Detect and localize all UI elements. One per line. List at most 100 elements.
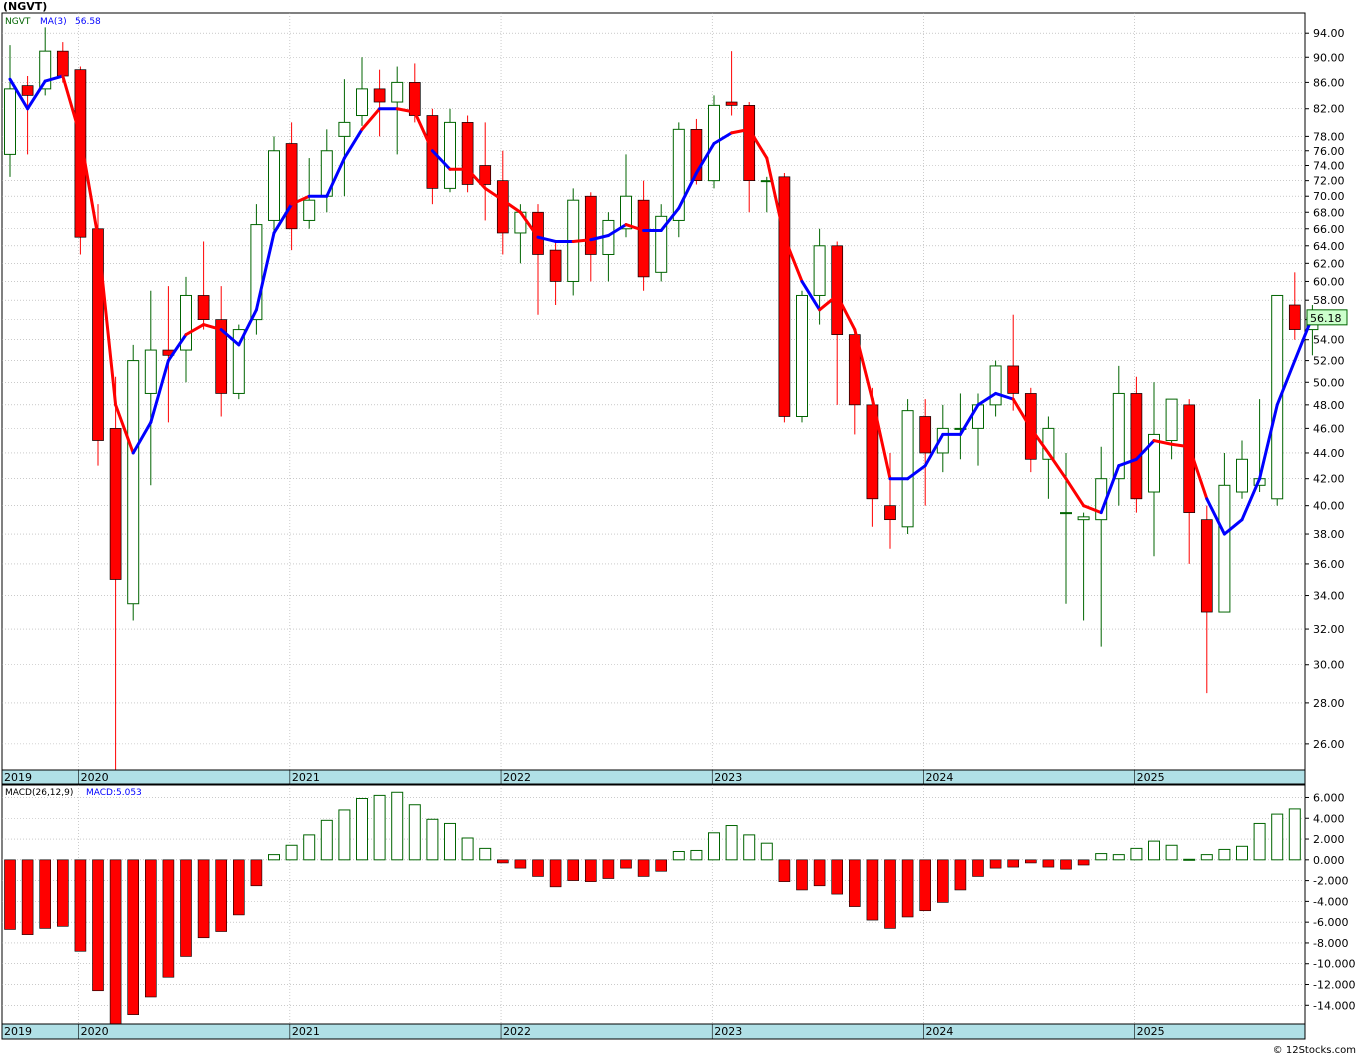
macd-bar	[690, 849, 703, 861]
ma-segment	[325, 156, 346, 198]
macd-bar	[74, 859, 87, 952]
ma-segment	[782, 235, 804, 283]
ma-segment	[870, 397, 892, 481]
chart-title: (NGVT)	[3, 0, 48, 13]
price-tick-label: 26.00	[1313, 738, 1345, 751]
macd-tick-label: 2.000	[1313, 833, 1345, 846]
macd-bar	[1025, 859, 1037, 864]
price-tick-label: 70.00	[1313, 190, 1345, 203]
candle	[444, 108, 456, 193]
price-tick-label: 48.00	[1313, 399, 1345, 412]
candle	[496, 150, 509, 255]
price-tick-label: 74.00	[1313, 159, 1345, 172]
candle-body	[989, 365, 1002, 406]
ma-segment	[1011, 397, 1033, 430]
candle-body	[725, 101, 738, 106]
ma-segment	[906, 464, 927, 481]
macd-bar	[778, 859, 791, 882]
candle	[532, 204, 544, 315]
candle-body	[1060, 512, 1072, 515]
candle	[74, 66, 87, 255]
candle-body	[127, 360, 140, 605]
legend-ma-label: MA(3)	[40, 17, 67, 27]
ma-segment	[765, 156, 786, 239]
price-tick-label: 40.00	[1313, 500, 1345, 513]
macd-date-label: 2019	[4, 1025, 32, 1038]
ma-segment	[835, 293, 857, 332]
candle-body	[144, 349, 157, 394]
candle	[461, 115, 474, 193]
candle	[989, 360, 1002, 417]
candle-body	[1288, 304, 1301, 330]
ma-segment	[1240, 477, 1262, 522]
candle-body	[1218, 484, 1231, 613]
candle-body	[1077, 516, 1090, 521]
macd-bar	[320, 819, 333, 861]
ma-segment	[1117, 457, 1138, 468]
macd-bar	[813, 859, 826, 887]
macd-bar	[532, 859, 544, 877]
ma-segment	[342, 127, 364, 160]
candle	[1236, 440, 1248, 499]
candle-body	[1007, 365, 1020, 394]
macd-bar	[408, 804, 421, 861]
candle-body	[831, 245, 844, 335]
ma-segment	[818, 293, 839, 312]
macd-bar	[549, 859, 562, 888]
candle-body	[391, 81, 404, 103]
macd-bar	[145, 859, 157, 998]
macd-bar	[215, 859, 227, 932]
price-panel-frame	[1, 12, 1306, 771]
candle	[637, 180, 650, 291]
price-tick-label: 38.00	[1313, 528, 1345, 541]
candle-body	[197, 295, 210, 320]
candle-body	[884, 505, 896, 521]
macd-bar	[338, 809, 351, 861]
last-price-box	[1306, 309, 1348, 326]
macd-bar	[1218, 848, 1231, 861]
macd-bar	[1165, 844, 1178, 861]
macd-tick-label: 6.000	[1313, 791, 1345, 804]
price-tick-label: 90.00	[1313, 51, 1345, 64]
macd-bar	[1112, 854, 1125, 861]
macd-bar	[250, 859, 263, 887]
price-tick-label: 54.00	[1313, 334, 1345, 347]
ma-segment	[290, 194, 311, 206]
candle-body	[919, 416, 932, 454]
price-tick-label: 30.00	[1313, 659, 1345, 672]
macd-bar	[972, 859, 984, 877]
candle	[109, 376, 122, 777]
macd-bar	[162, 859, 175, 978]
ma-segment	[730, 127, 751, 135]
macd-bar	[1130, 847, 1143, 861]
ma-segment	[1222, 518, 1244, 536]
candle-body	[39, 50, 52, 90]
macd-tick-label: -8.000	[1313, 937, 1348, 950]
ma-segment	[413, 110, 434, 153]
candle-body	[549, 249, 562, 282]
macd-legend-label: MACD(26,12,9)	[5, 788, 73, 798]
candle	[144, 290, 157, 486]
price-tick-label: 76.00	[1313, 145, 1345, 158]
candle-body	[901, 410, 914, 528]
ma-segment	[853, 328, 874, 401]
candle	[232, 324, 245, 400]
ma-segment	[1275, 359, 1297, 407]
ma-segment	[1152, 439, 1174, 446]
candle-body	[444, 121, 456, 189]
ma-segment	[78, 134, 100, 239]
macd-tick-label: -12.000	[1313, 979, 1355, 992]
candle	[127, 344, 140, 621]
ma-segment	[518, 210, 540, 239]
macd-bar	[197, 859, 210, 939]
ma-segment	[1082, 504, 1103, 515]
ma-segment	[1134, 439, 1156, 461]
macd-date-label: 2022	[503, 1025, 531, 1038]
candle	[215, 286, 228, 417]
macd-bar	[936, 859, 949, 903]
ma-segment	[360, 107, 382, 131]
candle	[831, 241, 844, 405]
macd-bar	[1271, 813, 1284, 861]
ma-segment	[1258, 403, 1279, 481]
macd-bar	[1060, 859, 1072, 870]
